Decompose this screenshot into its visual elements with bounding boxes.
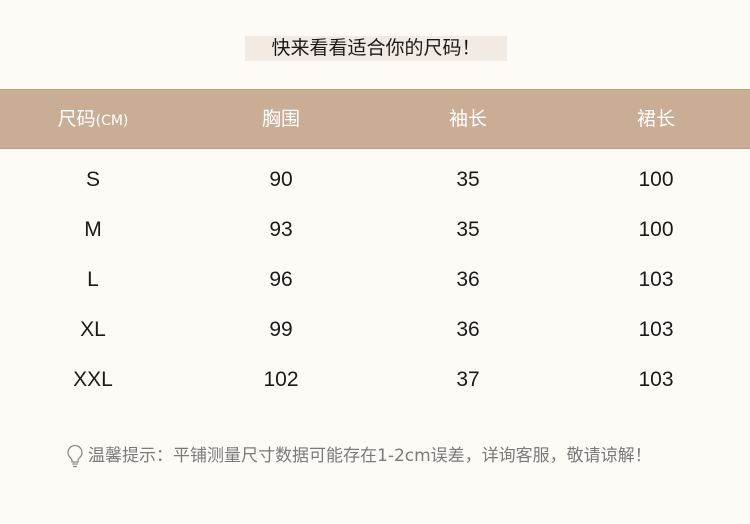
header-size-label: 尺码 <box>57 108 96 130</box>
cell-skirt-length: 103 <box>638 268 674 291</box>
header-chest: 胸围 <box>261 108 300 130</box>
cell-skirt-length: 103 <box>638 318 674 341</box>
cell-size: XXL <box>73 368 113 391</box>
cell-skirt-length: 103 <box>638 368 674 391</box>
cell-chest: 102 <box>263 368 299 391</box>
header-unit: (CM) <box>95 113 129 129</box>
table-row: S 90 35 100 <box>0 155 750 205</box>
cell-size: S <box>85 168 100 191</box>
table-row: L 96 36 103 <box>0 255 750 305</box>
cell-size: M <box>84 218 102 241</box>
cell-chest: 99 <box>269 318 293 341</box>
cell-sleeve: 36 <box>456 318 480 341</box>
cell-skirt-length: 100 <box>638 218 674 241</box>
cell-sleeve: 36 <box>456 268 480 291</box>
cell-sleeve: 35 <box>456 168 480 191</box>
cell-chest: 93 <box>269 218 293 241</box>
tip-text: 温馨提示：平铺测量尺寸数据可能存在1-2cm误差，详询客服，敬请谅解！ <box>88 446 652 466</box>
tip-note: 温馨提示：平铺测量尺寸数据可能存在1-2cm误差，详询客服，敬请谅解！ <box>66 443 652 469</box>
lightbulb-icon <box>67 444 83 468</box>
cell-chest: 96 <box>269 268 293 291</box>
cell-chest: 90 <box>269 168 293 191</box>
table-header: 尺码(CM) 胸围 袖长 裙长 <box>0 89 750 149</box>
cell-size: XL <box>80 318 106 341</box>
cell-skirt-length: 100 <box>638 168 674 191</box>
page-title: 快来看看适合你的尺码！ <box>245 36 507 61</box>
table-row: XL 99 36 103 <box>0 305 750 355</box>
header-sleeve: 袖长 <box>448 108 487 130</box>
table-row: M 93 35 100 <box>0 205 750 255</box>
cell-size: L <box>87 268 99 291</box>
header-skirt-length: 裙长 <box>636 108 675 130</box>
cell-sleeve: 35 <box>456 218 480 241</box>
table-row: XXL 102 37 103 <box>0 355 750 405</box>
header-size: 尺码(CM) <box>0 90 187 150</box>
cell-sleeve: 37 <box>456 368 480 391</box>
